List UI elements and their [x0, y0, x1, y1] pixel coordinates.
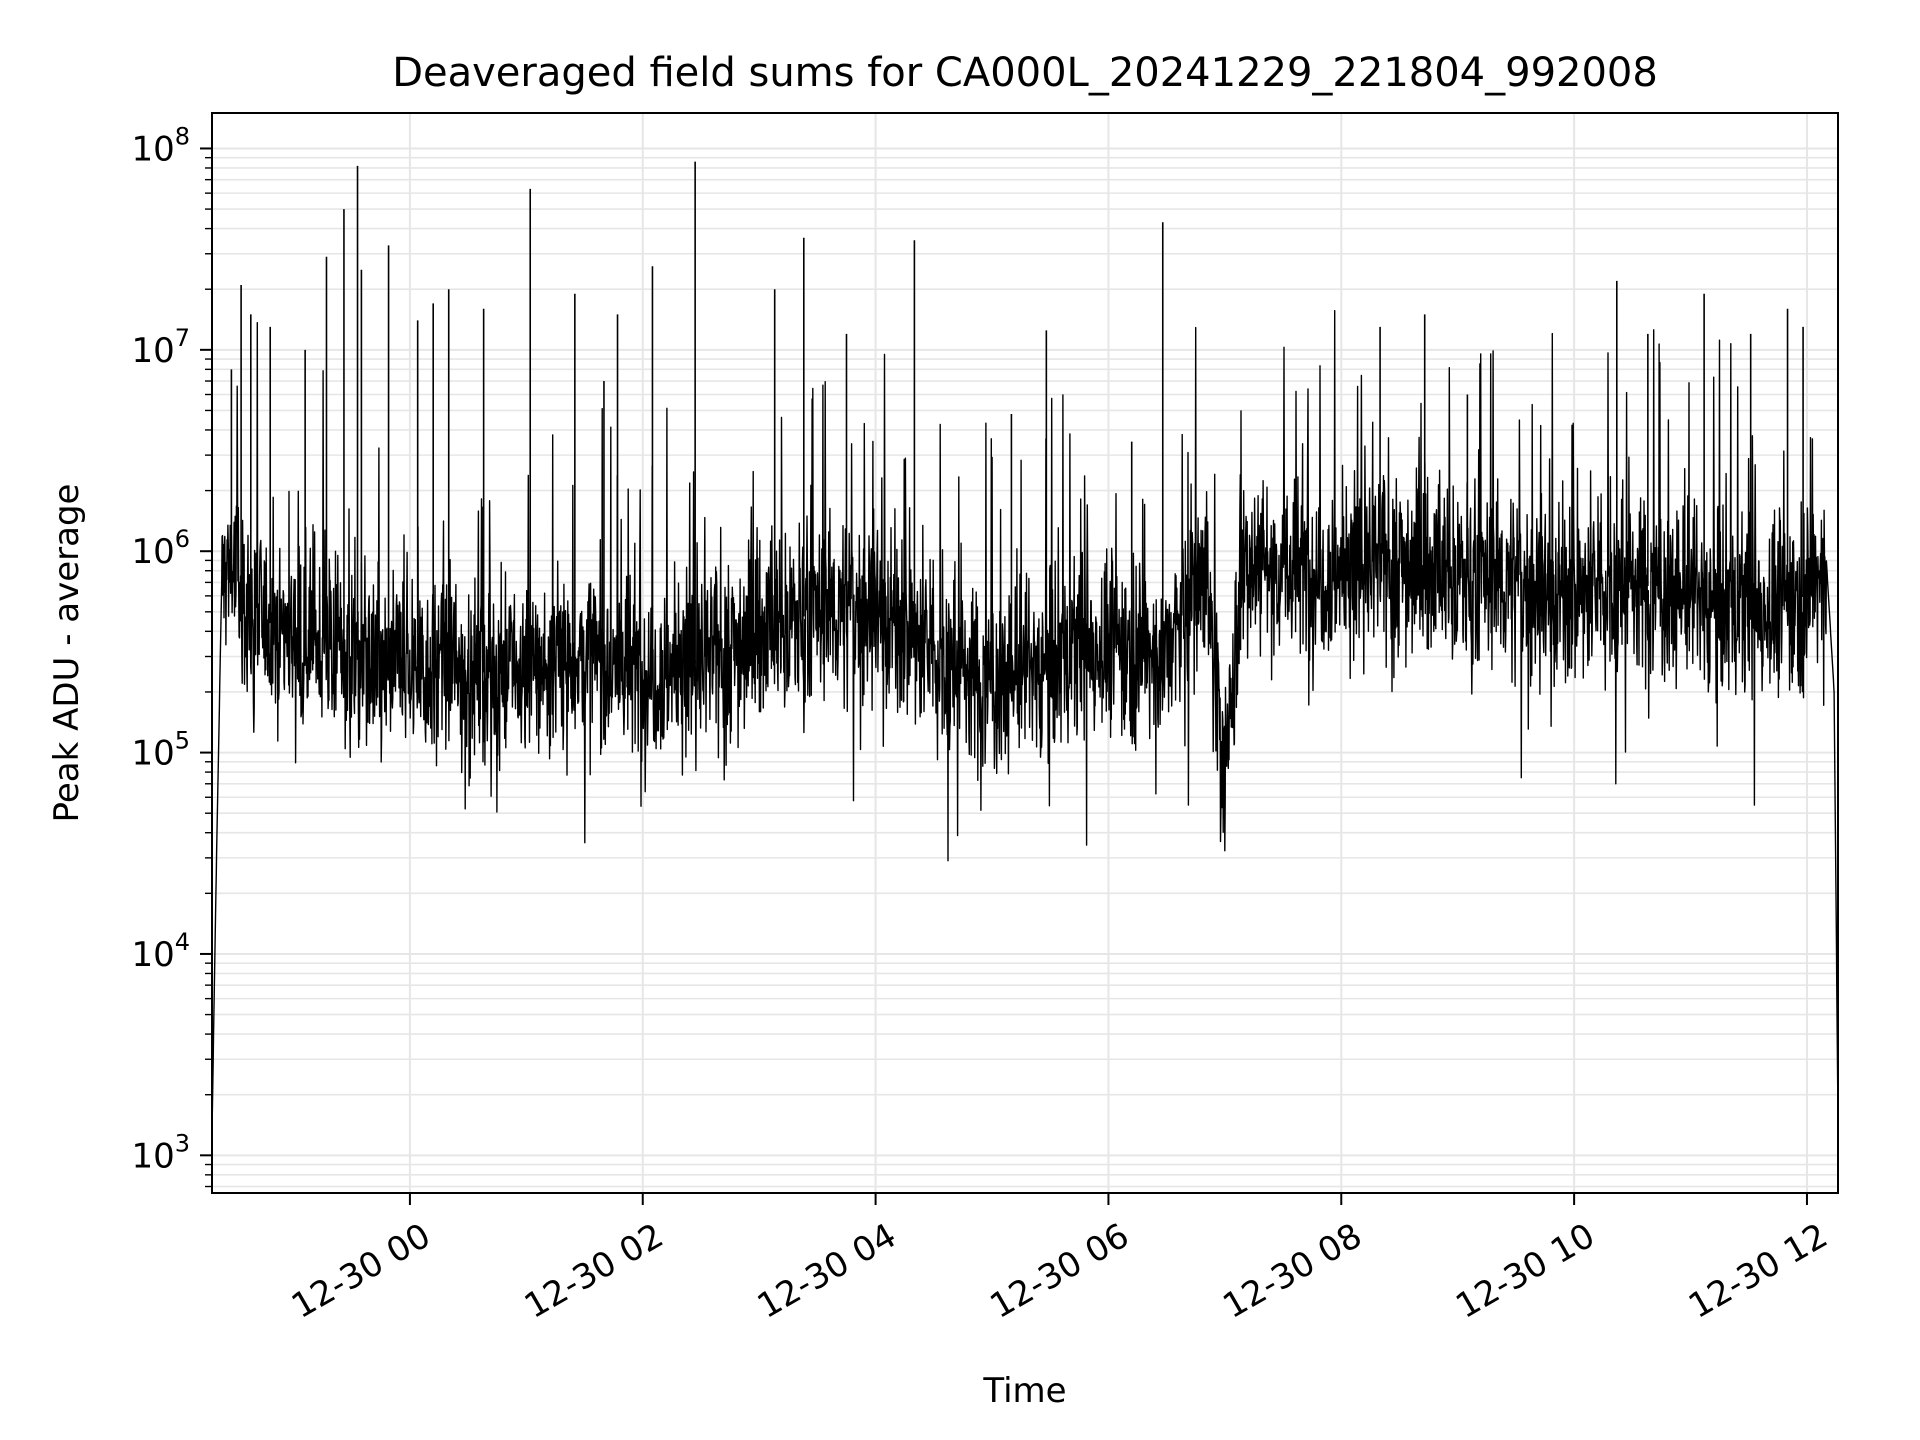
y-axis-title: Peak ADU - average	[47, 484, 87, 823]
y-tick-label: 103	[131, 1129, 190, 1176]
x-axis-title: Time	[982, 1371, 1066, 1411]
plot-frame	[211, 112, 1839, 1194]
y-tick-label: 104	[131, 928, 190, 975]
y-tick-label: 105	[131, 727, 190, 774]
y-tick-label: 107	[131, 324, 190, 371]
grid-layer	[212, 113, 1838, 1193]
y-tick-label: 106	[131, 525, 190, 572]
chart-title: Deaveraged field sums for CA000L_2024122…	[392, 50, 1658, 96]
y-tick-label: 108	[131, 122, 190, 169]
data-layer	[211, 161, 1839, 1133]
series-line	[211, 310, 1839, 1133]
